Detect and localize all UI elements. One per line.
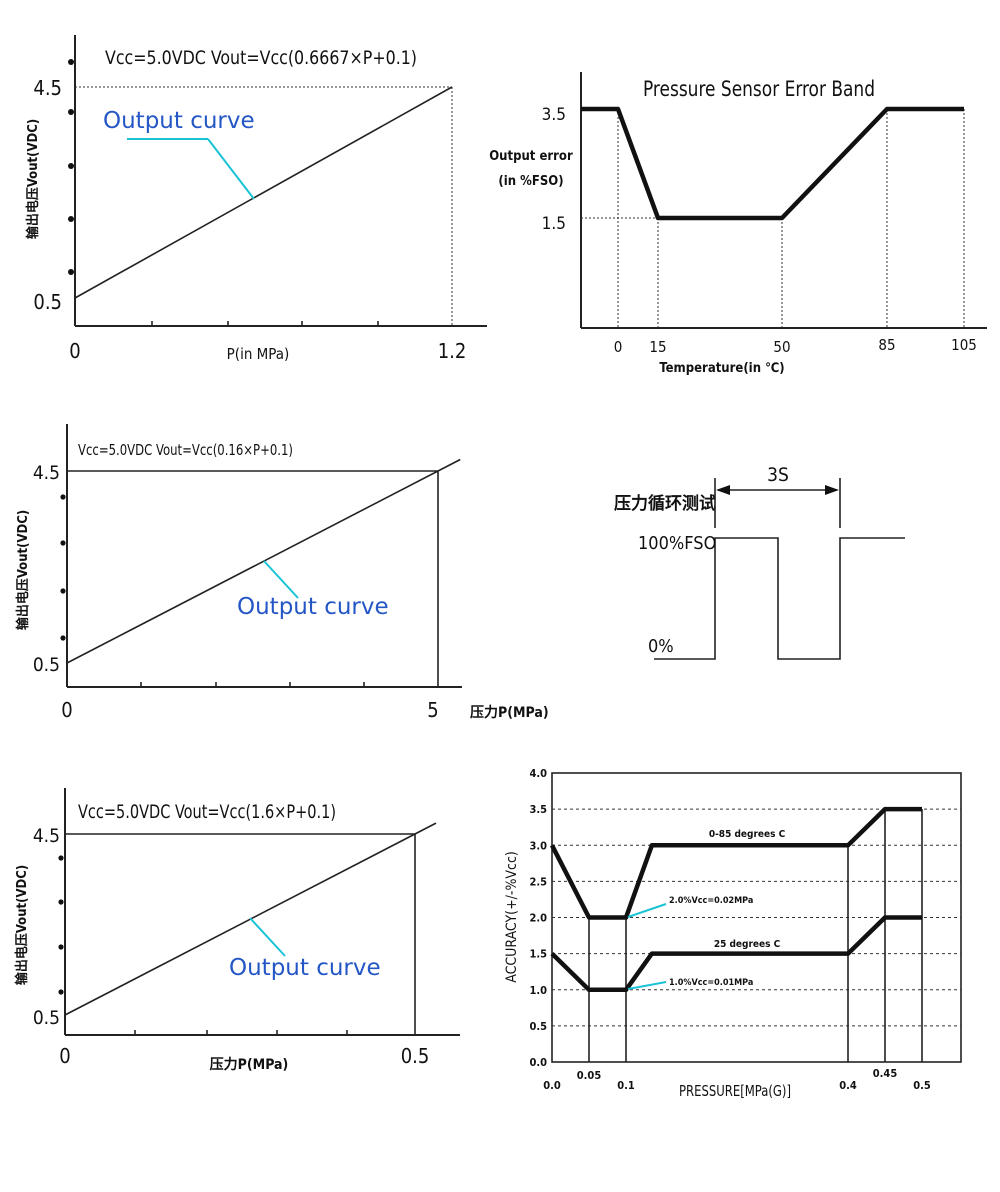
chart-6-annotation: 1.0%Vcc=0.01MPa <box>669 978 753 988</box>
chart-3-y-tick-dots <box>60 494 66 641</box>
chart-1-series-line <box>74 86 453 299</box>
chart-1-y-tick-label: 0.5 <box>33 290 62 314</box>
chart-6-series-0-85c <box>549 806 922 920</box>
chart-6-x-tick-labels: 0.0 0.05 0.1 0.4 0.45 0.5 <box>543 1067 931 1092</box>
chart-2-x-tick-label: 85 <box>878 336 895 354</box>
chart-3-y-tick-label: 4.5 <box>33 462 60 484</box>
chart-5-callout-pointer <box>249 917 286 957</box>
chart-2-y-tick-label: 3.5 <box>542 105 566 125</box>
chart-4-y-tick-label: 0% <box>648 636 674 657</box>
chart-6-y-tick-label: 0.5 <box>529 1020 547 1033</box>
chart-3-x-tick-label: 0 <box>61 698 72 722</box>
chart-3-x-tick-label: 5 <box>427 698 438 722</box>
chart-6-x-tick-label: 0.05 <box>577 1069 602 1082</box>
chart-6-series-25c <box>550 915 922 993</box>
chart-4-pressure-cycle: 压力循环测试 3S 100%FSO 0% <box>614 464 905 660</box>
chart-4-arrow-head-right <box>825 485 839 495</box>
chart-6-series-label: 0-85 degrees C <box>709 829 786 840</box>
chart-4-arrow-head-left <box>716 485 730 495</box>
chart-6-y-tick-label: 2.5 <box>529 875 547 888</box>
chart-2-x-tick-label: 15 <box>649 338 666 356</box>
chart-6-accuracy: 0.00.51.01.52.02.53.03.54.0 0.00.050.1 0.… <box>504 767 962 1100</box>
chart-3-x-axis-label: 压力P(MPa) <box>470 704 549 721</box>
chart-6-y-tick-label: 1.5 <box>529 948 547 961</box>
chart-5-x-tick-marks <box>134 1030 348 1035</box>
chart-6-y-tick-label: 3.5 <box>529 803 547 816</box>
chart-6-x-tick-label: 0.5 <box>913 1079 931 1092</box>
chart-4-series-line <box>654 537 905 660</box>
chart-6-x-tick-label: 0.45 <box>873 1067 898 1080</box>
chart-5-x-tick-label: 0 <box>59 1044 70 1068</box>
chart-6-y-tick-label: 1.0 <box>529 984 547 997</box>
chart-6-x-tick-label: 0.1 <box>617 1079 635 1092</box>
chart-3-y-axis-label: 输出电压Vout(VDC) <box>15 510 31 630</box>
chart-1-x-tick-label: 0 <box>69 339 80 363</box>
chart-5-y-tick-label: 4.5 <box>33 825 60 847</box>
chart-4-period-label: 3S <box>767 464 789 486</box>
chart-2-title: Pressure Sensor Error Band <box>643 77 875 101</box>
chart-5-x-tick-label: 0.5 <box>401 1044 430 1068</box>
chart-3-annotation: Output curve <box>237 594 389 620</box>
chart-5-y-tick-dots <box>58 855 64 995</box>
chart-1-formula: Vcc=5.0VDC Vout=Vcc(0.6667×P+0.1) <box>105 47 417 69</box>
chart-6-y-tick-label: 3.0 <box>529 839 547 852</box>
chart-1-x-axis-label: P(in MPa) <box>227 345 290 363</box>
chart-3-callout-pointer <box>263 560 299 599</box>
chart-3-formula: Vcc=5.0VDC Vout=Vcc(0.16×P+0.1) <box>78 441 293 459</box>
chart-3-vout-5mpa: Output curve Vcc=5.0VDC Vout=Vcc(0.16×P+… <box>15 424 549 722</box>
chart-1-callout-pointer <box>207 138 255 200</box>
chart-2-x-tick-label: 105 <box>951 336 977 354</box>
chart-1-y-tick-dots <box>68 59 74 275</box>
chart-2-x-axis-label: Temperature(in ℃) <box>659 361 784 376</box>
chart-5-x-axis-label: 压力P(MPa) <box>210 1056 289 1073</box>
chart-1-y-tick-label: 4.5 <box>33 76 62 100</box>
chart-1-y-axis-label: 输出电压Vout(VDC) <box>25 119 41 239</box>
chart-6-x-tick-label: 0.0 <box>543 1079 561 1092</box>
chart-1-annotation: Output curve <box>103 108 255 134</box>
chart-6-series-label: 25 degrees C <box>714 939 781 950</box>
chart-4-title: 压力循环测试 <box>614 493 716 514</box>
chart-6-y-axis-label: ACCURACY(+/-%Vcc) <box>504 851 520 983</box>
chart-2-y-tick-label: 1.5 <box>542 214 566 234</box>
chart-6-callout-pointer <box>627 903 667 918</box>
chart-3-series-line <box>66 458 461 664</box>
chart-1-x-tick-marks <box>151 321 379 326</box>
chart-2-error-band: Pressure Sensor Error Band 3.5 1.5 Outpu… <box>489 72 987 376</box>
chart-2-y-axis-label-line1: Output error <box>489 149 573 164</box>
chart-5-y-axis-label: 输出电压Vout(VDC) <box>14 865 30 985</box>
chart-2-series-line <box>581 106 964 221</box>
chart-2-y-axis-label-line2: (in %FSO) <box>498 174 563 189</box>
chart-2-x-tick-label: 0 <box>614 338 623 356</box>
chart-6-y-tick-label: 4.0 <box>529 767 547 780</box>
chart-5-vout-0.5mpa: Output curve Vcc=5.0VDC Vout=Vcc(1.6×P+0… <box>14 788 460 1073</box>
chart-6-x-tick-label: 0.4 <box>839 1079 857 1092</box>
chart-5-annotation: Output curve <box>229 955 381 981</box>
chart-6-annotation: 2.0%Vcc=0.02MPa <box>669 896 753 906</box>
chart-4-y-tick-label: 100%FSO <box>638 533 716 554</box>
chart-6-x-axis-label: PRESSURE[MPa(G)] <box>679 1082 791 1100</box>
chart-6-callout-pointer <box>627 981 667 990</box>
chart-1-vout-1.2mpa: Output curve Vcc=5.0VDC Vout=Vcc(0.6667×… <box>25 35 487 363</box>
chart-6-y-tick-labels: 0.0 0.5 1.0 1.5 2.0 2.5 3.0 3.5 4.0 <box>529 767 547 1069</box>
chart-1-x-tick-label: 1.2 <box>438 339 467 363</box>
chart-6-y-tick-label: 0.0 <box>529 1056 547 1069</box>
chart-5-formula: Vcc=5.0VDC Vout=Vcc(1.6×P+0.1) <box>78 801 336 823</box>
chart-3-x-tick-marks <box>140 682 365 687</box>
chart-2-x-tick-label: 50 <box>773 338 790 356</box>
chart-5-y-tick-label: 0.5 <box>33 1007 60 1029</box>
chart-3-y-tick-label: 0.5 <box>33 654 60 676</box>
chart-6-y-tick-label: 2.0 <box>529 912 547 925</box>
